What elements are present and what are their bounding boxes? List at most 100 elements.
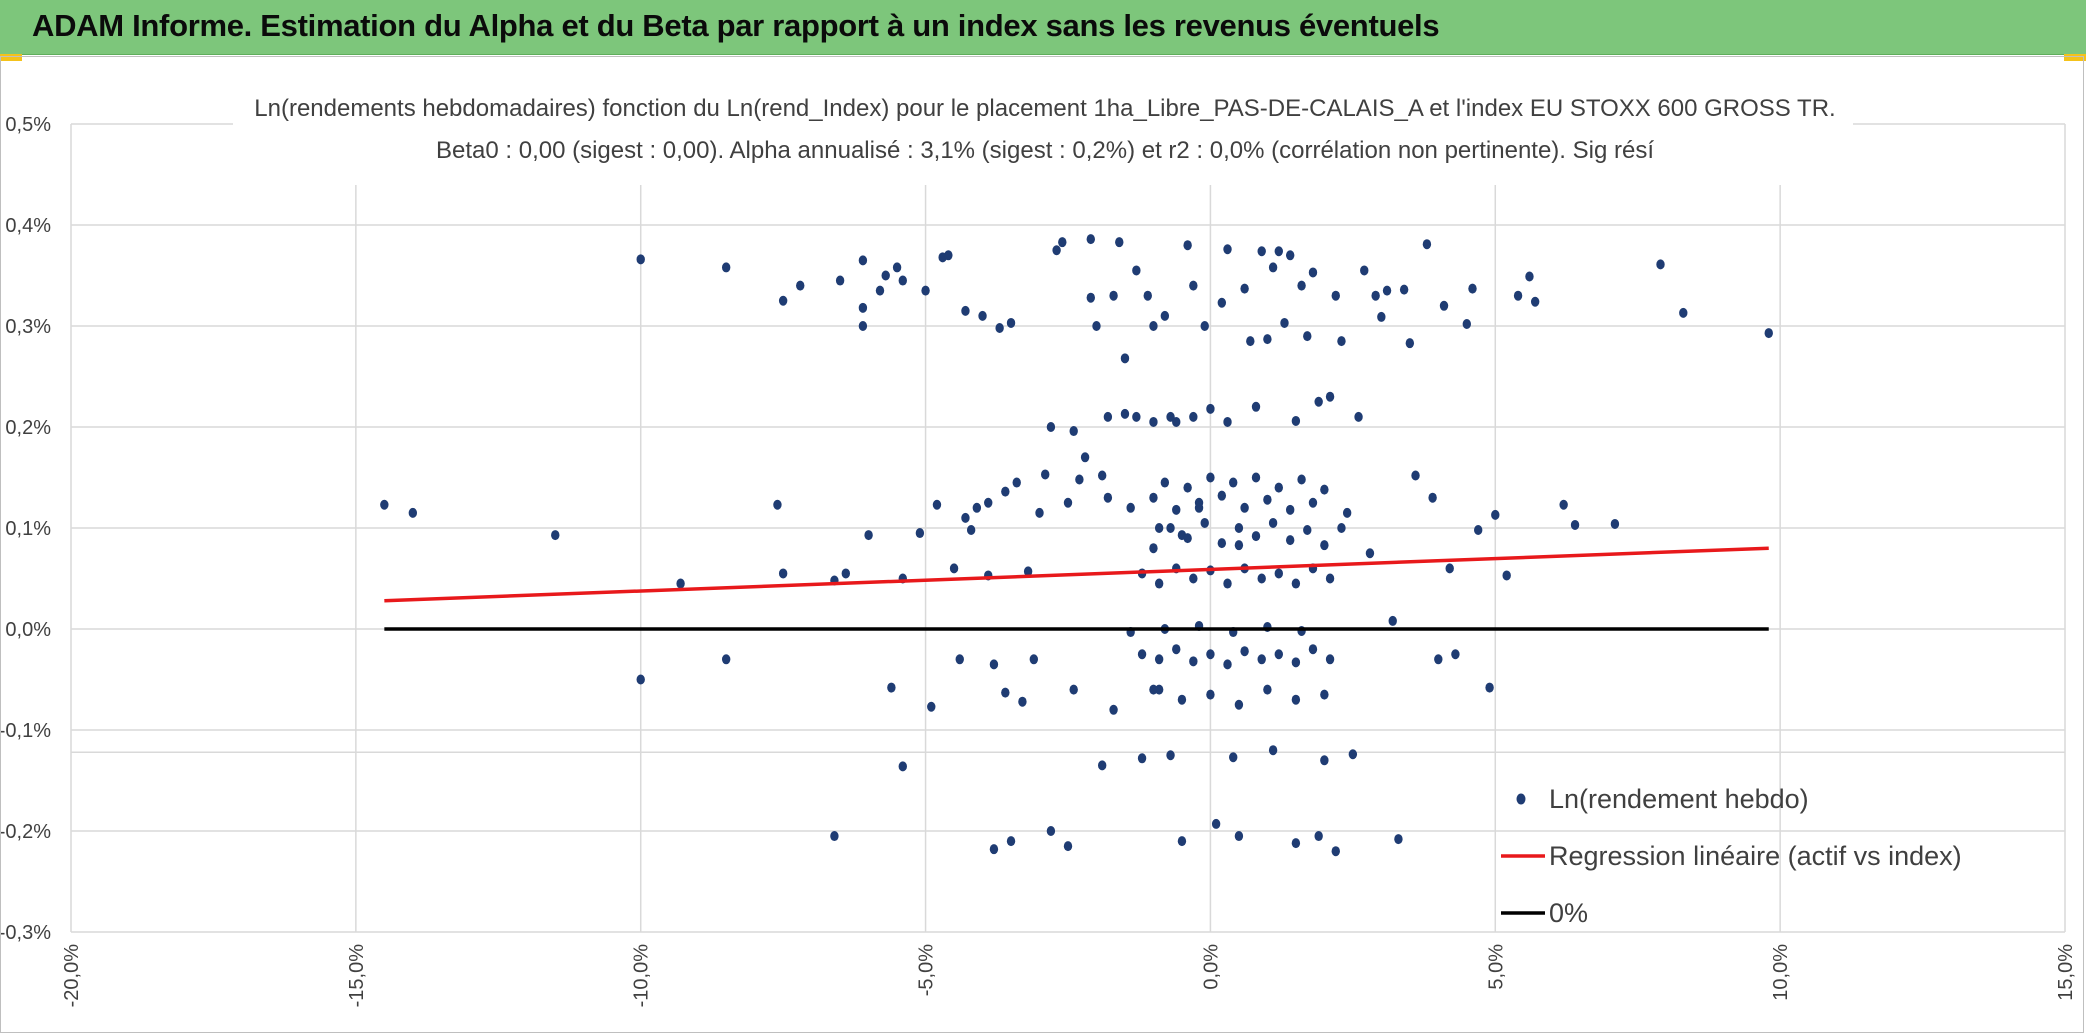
data-point (1172, 416, 1181, 427)
data-point (1132, 411, 1141, 422)
data-point (1405, 338, 1415, 349)
data-point (949, 563, 959, 574)
data-point (1137, 753, 1147, 764)
data-point (1285, 504, 1295, 515)
data-point (984, 497, 993, 508)
data-point (1337, 336, 1346, 347)
data-point (1109, 704, 1118, 715)
data-point (1342, 507, 1352, 518)
data-point (1365, 548, 1375, 559)
data-point (408, 507, 418, 518)
data-point (1154, 578, 1164, 589)
data-point (1189, 573, 1198, 584)
data-point (1234, 699, 1244, 710)
data-point (1291, 657, 1301, 668)
data-point (921, 285, 930, 296)
data-point (841, 568, 851, 579)
regression-line (384, 546, 1769, 603)
x-tick-label: -20,0% (61, 944, 83, 1008)
report-title: ADAM Informe. Estimation du Alpha et du … (32, 8, 1440, 43)
data-point (1223, 578, 1232, 589)
data-point (1063, 497, 1073, 508)
data-point (1285, 535, 1295, 546)
data-point (995, 323, 1004, 334)
data-point (1308, 267, 1318, 278)
data-point (1257, 573, 1266, 584)
data-point (1303, 331, 1312, 342)
data-point (1097, 760, 1107, 771)
data-point (1559, 499, 1568, 510)
y-tick-label: 0,3% (5, 316, 51, 338)
data-point (1069, 684, 1078, 695)
data-point (636, 674, 645, 685)
x-tick-label: -10,0% (631, 944, 653, 1008)
data-point (676, 578, 685, 589)
data-point (1679, 307, 1688, 318)
data-point (796, 280, 805, 291)
data-point (1291, 578, 1301, 589)
data-point (1035, 507, 1044, 518)
data-point (1206, 689, 1215, 700)
data-point (1046, 826, 1056, 836)
data-point (1320, 484, 1329, 495)
data-point (1240, 646, 1249, 657)
data-point (955, 654, 964, 665)
y-tick-label: -0,3% (1, 922, 51, 944)
data-point (1206, 649, 1215, 660)
data-point (1297, 474, 1306, 485)
data-point (1200, 517, 1209, 528)
data-point (1268, 745, 1278, 756)
data-point (1303, 525, 1312, 536)
data-point (1189, 656, 1198, 667)
data-point (1086, 292, 1095, 303)
y-tick-label: 0,0% (5, 619, 51, 641)
x-tick-label: -5,0% (916, 944, 938, 996)
data-point (636, 254, 645, 265)
data-point (1274, 482, 1283, 493)
data-point (932, 499, 942, 510)
y-tick-label: -0,2% (1, 821, 51, 843)
data-point (1377, 311, 1386, 322)
data-point (1314, 396, 1323, 407)
data-point (1354, 411, 1363, 422)
data-point (1160, 477, 1170, 488)
data-point (1052, 245, 1061, 256)
data-point (1325, 654, 1335, 665)
data-point (1468, 283, 1477, 294)
data-point (1109, 290, 1118, 301)
data-point (989, 659, 999, 670)
data-point (1183, 240, 1192, 251)
data-point (1183, 533, 1192, 544)
legend: Ln(rendement hebdo) Regression linéaire (… (1501, 784, 1962, 928)
data-point (1120, 408, 1130, 419)
data-point (1234, 831, 1244, 842)
data-point (1274, 568, 1283, 579)
chart-subtitle: Beta0 : 0,00 (sigest : 0,00). Alpha annu… (436, 137, 1654, 164)
data-point (989, 844, 999, 855)
data-point (1229, 477, 1238, 488)
data-point (1285, 250, 1295, 261)
data-point (773, 499, 782, 510)
data-point (1411, 470, 1420, 481)
data-point (721, 654, 731, 665)
data-point (1485, 682, 1494, 693)
legend-label-regression: Regression linéaire (actif vs index) (1549, 841, 1962, 871)
data-point (1069, 426, 1078, 437)
y-tick-label: 0,4% (5, 215, 51, 237)
data-point (1513, 290, 1523, 301)
x-tick-label: 10,0% (1770, 944, 1792, 1001)
data-point (1291, 415, 1301, 426)
data-point (1388, 615, 1397, 626)
data-point (898, 275, 907, 286)
data-point (1434, 654, 1443, 665)
axes: -0,3% -0,2% -0,1% 0,0% 0,1% 0,2% 0,3% 0,4% 0,5% -… (1, 114, 2077, 1007)
data-point (887, 682, 896, 693)
data-point (915, 528, 925, 539)
data-point (778, 568, 788, 579)
data-point (1422, 239, 1432, 250)
data-point (1268, 517, 1278, 528)
data-point (1189, 411, 1198, 422)
data-point (1006, 836, 1016, 847)
data-point (1143, 290, 1152, 301)
y-tick-label: 0,5% (5, 114, 51, 136)
